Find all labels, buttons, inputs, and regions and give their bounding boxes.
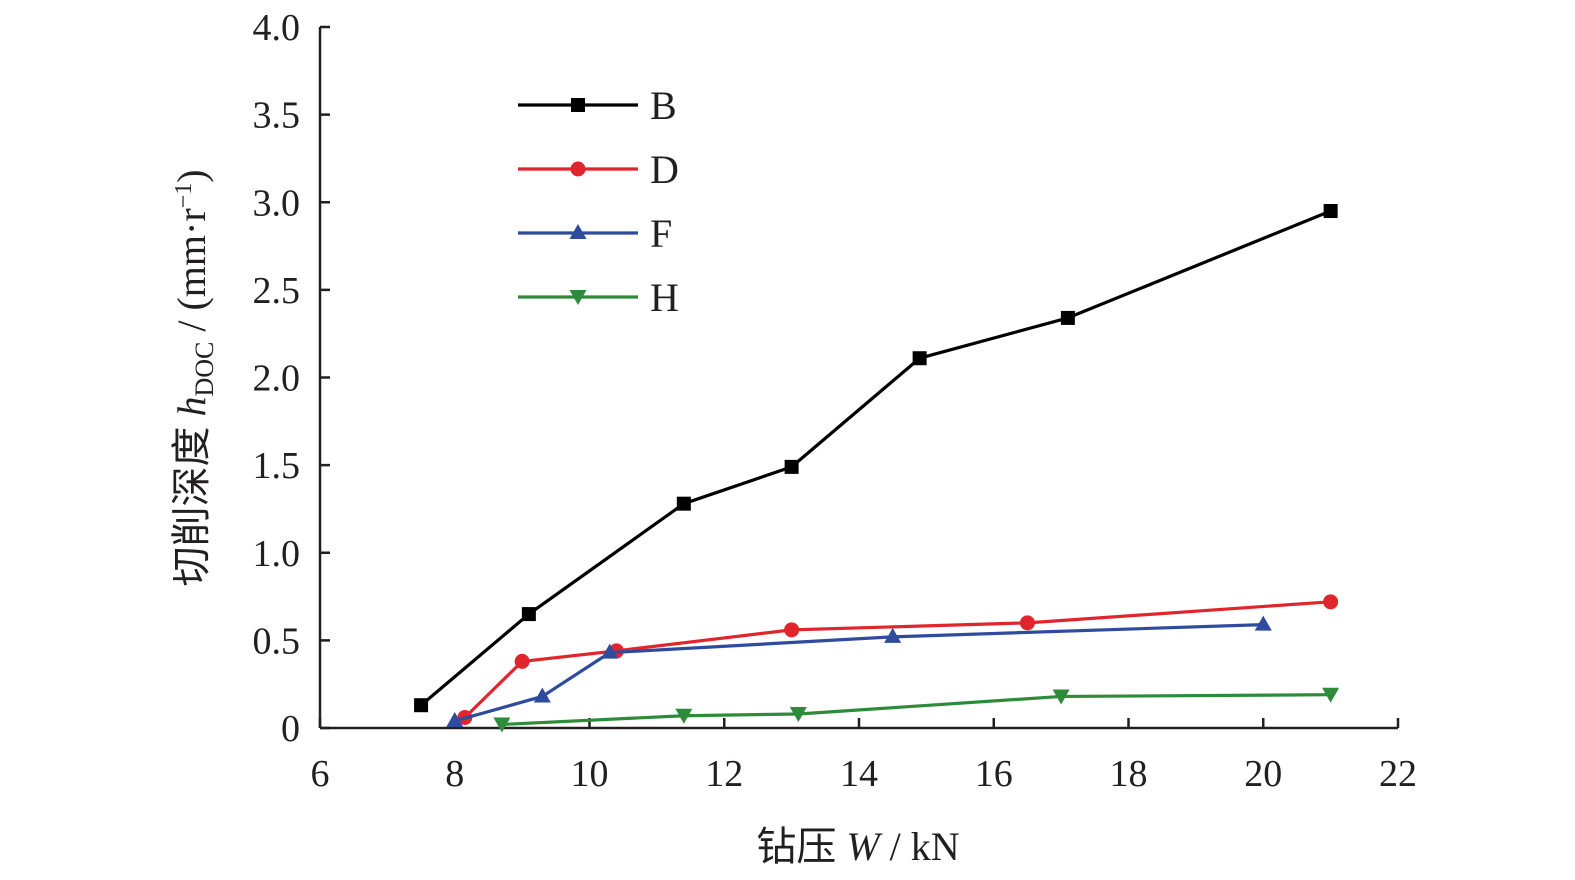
y-axis-title: 切削深度 hDOC / (mm·r−1)	[169, 169, 219, 586]
x-tick-label: 8	[445, 753, 464, 795]
series-f	[446, 615, 1272, 727]
y-tick-label: 0.5	[253, 620, 301, 662]
y-tick-label: 2.0	[253, 358, 301, 400]
x-axis-title: 钻压 W / kN	[756, 824, 959, 869]
y-axis-title-sub: DOC	[190, 342, 219, 397]
y-axis-title-unit-sup: −1	[171, 183, 197, 209]
y-tick-label: 3.0	[253, 182, 301, 224]
legend-label-f: F	[650, 211, 672, 256]
x-tick-label: 20	[1244, 753, 1282, 795]
data-point-b	[414, 698, 429, 713]
y-tick-label: 1.0	[253, 533, 301, 575]
y-tick-label: 1.5	[253, 445, 301, 487]
series-line-b	[420, 209, 1332, 707]
x-tick-label: 12	[705, 753, 743, 795]
data-point-h	[789, 706, 807, 722]
data-point-f	[533, 687, 551, 703]
series-b	[414, 204, 1338, 713]
y-axis-title-unit-close: )	[169, 169, 214, 182]
x-tick-label: 16	[975, 753, 1013, 795]
series-line-d	[463, 600, 1331, 719]
data-point-b	[676, 496, 691, 511]
legend-marker-h	[569, 290, 587, 305]
data-point-b	[1323, 204, 1338, 219]
x-axis-title-prefix: 钻压	[756, 824, 846, 869]
data-point-b	[521, 607, 536, 622]
y-tick-label: 4.0	[253, 7, 301, 49]
data-point-d	[1019, 615, 1035, 631]
x-tick-label: 14	[840, 753, 878, 795]
data-point-f	[601, 643, 619, 659]
legend-marker-b	[571, 98, 585, 112]
series-layer	[414, 204, 1340, 733]
axes: 0 0.5 1.0 1.5 2.0 2.5 3.0 3.5 4.0 6 8 10 12 14 16 18 20…	[253, 7, 1418, 795]
y-tick-label: 2.5	[253, 270, 301, 312]
legend-entry-d: D	[518, 147, 679, 192]
data-point-d	[784, 622, 800, 638]
x-ticks: 6 8 10 12 14 16 18 20 22	[311, 718, 1417, 795]
data-point-h	[1052, 689, 1070, 705]
x-axis-title-unit: / kN	[880, 824, 960, 869]
legend-entry-f: F	[518, 211, 672, 256]
data-point-f	[1254, 615, 1272, 631]
data-point-h	[493, 717, 511, 733]
series-line-h	[501, 693, 1331, 727]
x-tick-label: 22	[1379, 753, 1417, 795]
data-point-b	[784, 459, 799, 474]
y-axis-title-prefix: 切削深度	[169, 417, 214, 587]
legend-marker-f	[569, 224, 587, 239]
legend-entry-h: H	[518, 275, 679, 320]
data-point-d	[514, 653, 530, 669]
series-h	[493, 687, 1340, 733]
series-d	[457, 594, 1339, 725]
x-axis-title-var: W	[846, 824, 883, 869]
data-point-d	[1323, 594, 1339, 610]
data-point-b	[912, 351, 927, 366]
x-tick-label: 18	[1110, 753, 1148, 795]
x-tick-label: 10	[571, 753, 609, 795]
x-tick-label: 6	[311, 753, 330, 795]
y-tick-label: 0	[281, 708, 300, 750]
data-point-h	[1322, 687, 1340, 703]
y-axis-title-unit-open: / (mm·r	[169, 208, 214, 341]
legend-label-h: H	[650, 275, 679, 320]
data-point-f	[446, 711, 464, 727]
legend-entry-b: B	[518, 83, 677, 128]
data-point-b	[1060, 310, 1075, 325]
data-point-f	[884, 627, 902, 643]
data-point-h	[675, 708, 693, 724]
legend-label-d: D	[650, 147, 679, 192]
y-tick-label: 3.5	[253, 95, 301, 137]
legend-label-b: B	[650, 83, 677, 128]
y-axis-title-var: h	[169, 397, 214, 417]
series-line-f	[454, 623, 1264, 723]
legend-marker-d	[570, 161, 586, 177]
y-ticks: 0 0.5 1.0 1.5 2.0 2.5 3.0 3.5 4.0	[253, 7, 330, 750]
